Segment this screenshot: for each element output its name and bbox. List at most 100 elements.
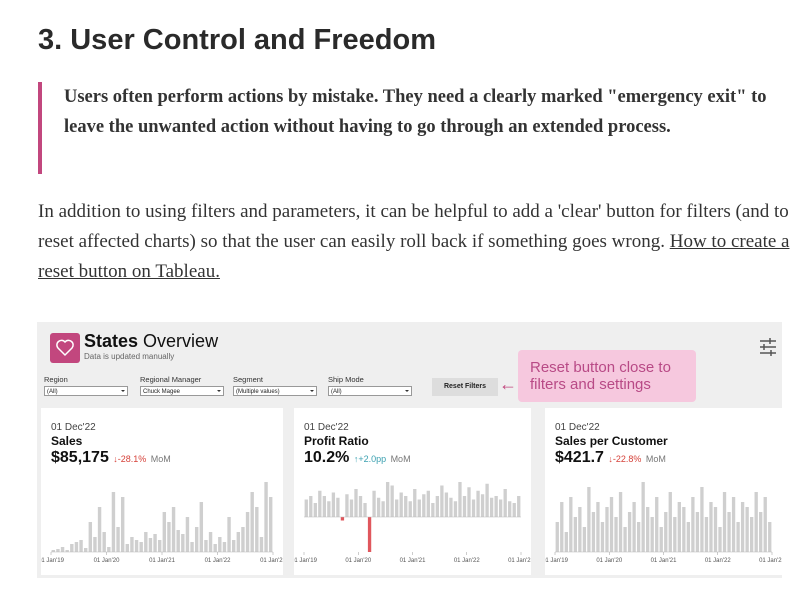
bar bbox=[345, 494, 349, 517]
bar bbox=[171, 507, 176, 552]
bar bbox=[646, 507, 650, 552]
bar bbox=[600, 522, 605, 552]
bar bbox=[517, 496, 521, 517]
bar bbox=[51, 550, 56, 552]
logo-icon bbox=[50, 333, 80, 363]
bar bbox=[632, 502, 636, 552]
bar bbox=[700, 487, 704, 552]
title-bold: States bbox=[84, 331, 139, 351]
title-rest: Overview bbox=[143, 331, 219, 351]
bar bbox=[213, 544, 217, 552]
kpi-change: ↓-22.8% bbox=[608, 454, 642, 464]
kpi-value: $421.7 bbox=[555, 449, 604, 466]
callout-line: Reset button close to bbox=[530, 359, 671, 376]
bar bbox=[467, 487, 471, 517]
kpi-card: 01 Dec'22 Sales per Customer $421.7 ↓-22.8… bbox=[545, 408, 782, 575]
x-tick-label: 01 Jan'22 bbox=[705, 558, 731, 564]
bar bbox=[413, 489, 417, 517]
card-value: $421.7 ↓-22.8% MoM bbox=[555, 449, 666, 467]
bar bbox=[596, 502, 600, 552]
bar bbox=[395, 499, 399, 517]
bar bbox=[236, 532, 241, 552]
x-tick-label: 01 Jan'23 bbox=[508, 558, 531, 564]
bar bbox=[313, 503, 317, 517]
bar bbox=[367, 517, 372, 552]
bar bbox=[471, 499, 476, 517]
bar bbox=[489, 497, 494, 517]
bar bbox=[167, 522, 171, 552]
card-date: 01 Dec'22 bbox=[304, 422, 349, 433]
bar bbox=[498, 499, 503, 517]
filter-label: Regional Manager bbox=[140, 375, 202, 384]
filter-dropdown[interactable]: Chuck Magee bbox=[140, 386, 224, 396]
filter-dropdown[interactable]: (All) bbox=[44, 386, 128, 396]
bar bbox=[264, 482, 268, 552]
bar bbox=[204, 540, 208, 552]
bar-chart: 01 Jan'19 01 Jan'20 01 Jan'21 01 Jan'22 01 J… bbox=[41, 482, 283, 564]
card-date: 01 Dec'22 bbox=[51, 422, 96, 433]
bar bbox=[318, 490, 322, 517]
x-tick-label: 01 Jan'21 bbox=[149, 558, 175, 564]
bar-chart: 01 Jan'19 01 Jan'20 01 Jan'21 01 Jan'22 01 J… bbox=[294, 482, 531, 564]
card-title: Profit Ratio bbox=[304, 434, 369, 448]
kpi-value: 10.2% bbox=[304, 449, 350, 466]
bar bbox=[636, 522, 641, 552]
bar bbox=[381, 501, 385, 517]
quote-text: Users often perform actions by mistake. … bbox=[64, 87, 767, 137]
bar bbox=[176, 530, 180, 552]
bar bbox=[591, 512, 596, 552]
bar bbox=[713, 507, 718, 552]
bar bbox=[304, 499, 308, 517]
bar bbox=[745, 507, 749, 552]
bar bbox=[153, 534, 157, 552]
settings-icon[interactable] bbox=[758, 337, 778, 357]
kpi-value: $85,175 bbox=[51, 449, 109, 466]
x-tick-label: 01 Jan'21 bbox=[651, 558, 677, 564]
bar bbox=[194, 527, 199, 552]
paragraph-text: In addition to using filters and paramet… bbox=[38, 201, 789, 252]
bar bbox=[605, 507, 609, 552]
bar bbox=[93, 537, 97, 552]
bar bbox=[358, 496, 363, 517]
bar bbox=[759, 512, 763, 552]
bar bbox=[691, 497, 695, 552]
bar bbox=[555, 522, 559, 552]
bar bbox=[462, 496, 467, 517]
bar bbox=[255, 507, 259, 552]
callout-arrow: ← bbox=[499, 374, 517, 394]
filter-dropdown[interactable]: (All) bbox=[328, 386, 412, 396]
link[interactable]: How to create a reset button on Tableau. bbox=[38, 231, 790, 282]
bar bbox=[349, 499, 354, 517]
bar bbox=[763, 497, 767, 552]
x-tick-label: 01 Jan'23 bbox=[260, 558, 283, 564]
reset-button[interactable]: Reset Filters bbox=[432, 378, 498, 396]
bar bbox=[614, 517, 618, 552]
bar bbox=[731, 497, 736, 552]
bar bbox=[130, 537, 134, 552]
bar bbox=[199, 502, 204, 552]
bar bbox=[181, 534, 185, 552]
card-title: Sales per Customer bbox=[555, 434, 668, 448]
bar bbox=[162, 512, 167, 552]
bar bbox=[74, 542, 79, 552]
bar bbox=[485, 483, 489, 517]
bar bbox=[60, 547, 65, 552]
bar bbox=[736, 522, 740, 552]
bar bbox=[120, 497, 125, 552]
bar bbox=[268, 497, 273, 552]
bar bbox=[573, 517, 578, 552]
x-tick-label: 01 Jan'23 bbox=[759, 558, 782, 564]
dashboard-title: States Overview bbox=[84, 331, 218, 352]
bar bbox=[677, 502, 681, 552]
x-tick-label: 01 Jan'19 bbox=[294, 558, 318, 564]
bar bbox=[578, 507, 582, 552]
bar bbox=[354, 489, 358, 517]
bar bbox=[231, 540, 236, 552]
filter-dropdown[interactable]: (Multiple values) bbox=[233, 386, 317, 396]
bar bbox=[322, 496, 327, 517]
bar bbox=[435, 496, 440, 517]
bar bbox=[190, 542, 194, 552]
bar bbox=[250, 492, 254, 552]
bar bbox=[453, 501, 458, 517]
